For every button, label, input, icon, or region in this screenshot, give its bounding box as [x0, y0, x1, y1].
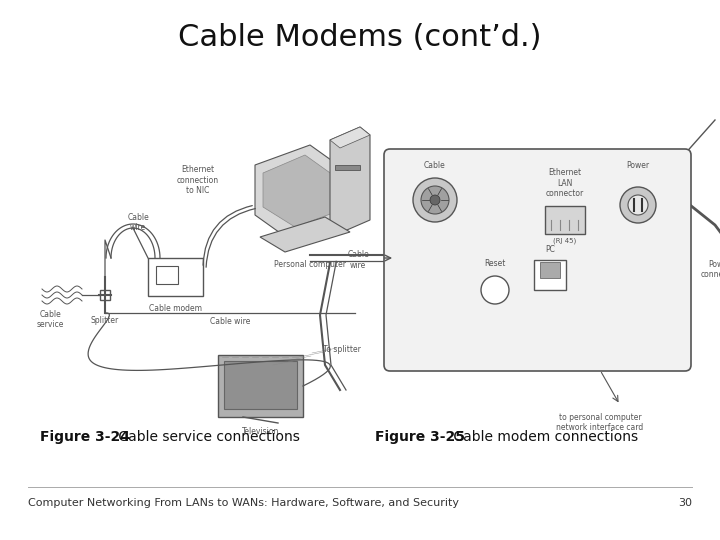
FancyBboxPatch shape — [384, 149, 691, 371]
Polygon shape — [330, 127, 370, 148]
Text: Cable wire: Cable wire — [210, 317, 250, 326]
Circle shape — [430, 195, 440, 205]
Polygon shape — [218, 355, 303, 417]
Circle shape — [628, 195, 648, 215]
Text: Cable
service: Cable service — [36, 310, 63, 329]
Text: Reset: Reset — [485, 259, 505, 268]
Text: Cable: Cable — [424, 161, 446, 170]
Text: Figure 3-25: Figure 3-25 — [375, 430, 465, 444]
Text: Power
connector: Power connector — [701, 260, 720, 279]
Bar — [148, 258, 203, 296]
Polygon shape — [263, 155, 333, 227]
Bar — [545, 206, 585, 234]
Text: Splitter: Splitter — [91, 316, 119, 325]
Bar — [100, 290, 110, 300]
Text: Personal computer: Personal computer — [274, 260, 346, 269]
Bar — [156, 266, 178, 284]
Text: To splitter: To splitter — [323, 345, 361, 354]
Text: Cable
wire: Cable wire — [347, 251, 369, 269]
Text: Ethernet
LAN
connector: Ethernet LAN connector — [546, 168, 584, 198]
Text: Ethernet
connection
to NIC: Ethernet connection to NIC — [177, 165, 219, 195]
Text: Cable modem: Cable modem — [149, 304, 202, 313]
Text: Television: Television — [242, 427, 279, 436]
Bar — [540, 262, 560, 278]
Text: Cable modem connections: Cable modem connections — [449, 430, 638, 444]
Polygon shape — [330, 127, 370, 233]
Bar — [224, 361, 297, 409]
Polygon shape — [255, 145, 345, 240]
Text: to personal computer
network interface card: to personal computer network interface c… — [557, 413, 644, 433]
Bar — [534, 260, 566, 290]
Text: Power: Power — [626, 161, 649, 170]
Text: Cable Modems (cont’d.): Cable Modems (cont’d.) — [179, 24, 541, 52]
Text: Cable
wire: Cable wire — [127, 213, 149, 232]
Text: 30: 30 — [678, 498, 692, 508]
Bar — [335, 165, 360, 170]
Text: (RJ 45): (RJ 45) — [554, 238, 577, 245]
Polygon shape — [260, 217, 350, 252]
Text: Computer Networking From LANs to WANs: Hardware, Software, and Security: Computer Networking From LANs to WANs: H… — [28, 498, 459, 508]
Text: Figure 3-24: Figure 3-24 — [40, 430, 130, 444]
Circle shape — [413, 178, 457, 222]
Circle shape — [421, 186, 449, 214]
Text: PC: PC — [545, 245, 555, 254]
Text: Cable service connections: Cable service connections — [114, 430, 300, 444]
Circle shape — [620, 187, 656, 223]
Circle shape — [481, 276, 509, 304]
